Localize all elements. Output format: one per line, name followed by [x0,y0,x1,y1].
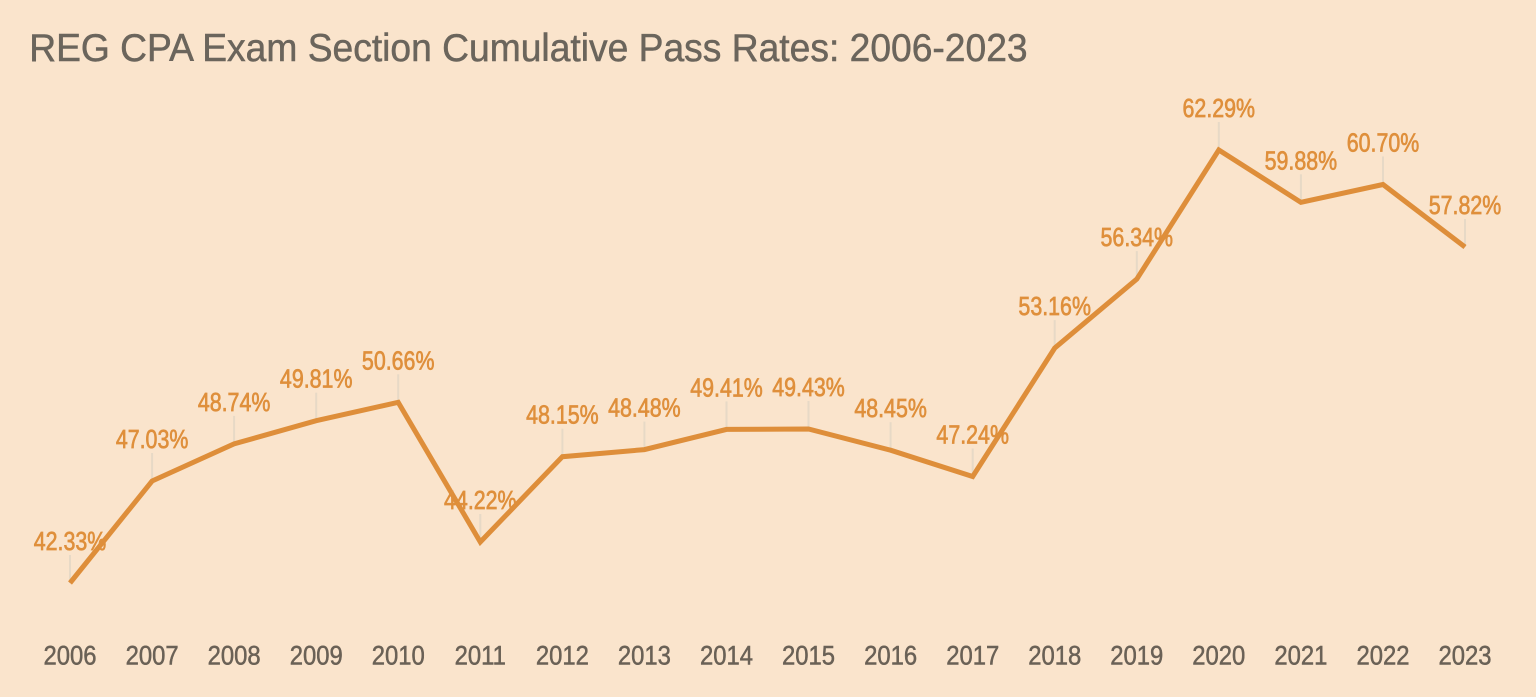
svg-text:2014: 2014 [700,641,753,670]
svg-text:2019: 2019 [1110,641,1163,670]
svg-text:48.45%: 48.45% [854,394,927,423]
svg-text:49.43%: 49.43% [772,373,845,402]
svg-text:2010: 2010 [372,641,425,670]
svg-text:57.82%: 57.82% [1429,191,1502,220]
svg-text:2009: 2009 [290,641,343,670]
svg-text:2013: 2013 [618,641,671,670]
svg-text:2015: 2015 [782,641,835,670]
svg-text:2017: 2017 [946,641,999,670]
svg-text:2016: 2016 [864,641,917,670]
svg-text:62.29%: 62.29% [1183,94,1256,123]
svg-text:53.16%: 53.16% [1018,292,1091,321]
svg-text:2012: 2012 [536,641,589,670]
svg-text:2018: 2018 [1028,641,1081,670]
svg-text:50.66%: 50.66% [362,346,435,375]
svg-text:48.74%: 48.74% [198,388,271,417]
svg-text:42.33%: 42.33% [34,527,107,556]
svg-text:2006: 2006 [43,641,96,670]
svg-text:47.24%: 47.24% [936,421,1009,450]
svg-text:48.48%: 48.48% [608,394,681,423]
svg-text:60.70%: 60.70% [1347,129,1420,158]
svg-text:2008: 2008 [208,641,261,670]
svg-text:2022: 2022 [1356,641,1409,670]
svg-text:2020: 2020 [1192,641,1245,670]
svg-text:56.34%: 56.34% [1101,223,1174,252]
svg-text:2011: 2011 [455,641,506,670]
svg-text:REG CPA Exam Section Cumulativ: REG CPA Exam Section Cumulative Pass Rat… [29,27,1027,70]
svg-text:2023: 2023 [1438,641,1491,670]
svg-text:47.03%: 47.03% [116,425,189,454]
svg-text:2021: 2021 [1274,641,1327,670]
svg-text:2007: 2007 [126,641,179,670]
svg-text:49.81%: 49.81% [280,365,353,394]
svg-text:44.22%: 44.22% [444,486,517,515]
svg-text:49.41%: 49.41% [690,373,763,402]
svg-text:59.88%: 59.88% [1265,146,1338,175]
svg-text:48.15%: 48.15% [526,401,599,430]
